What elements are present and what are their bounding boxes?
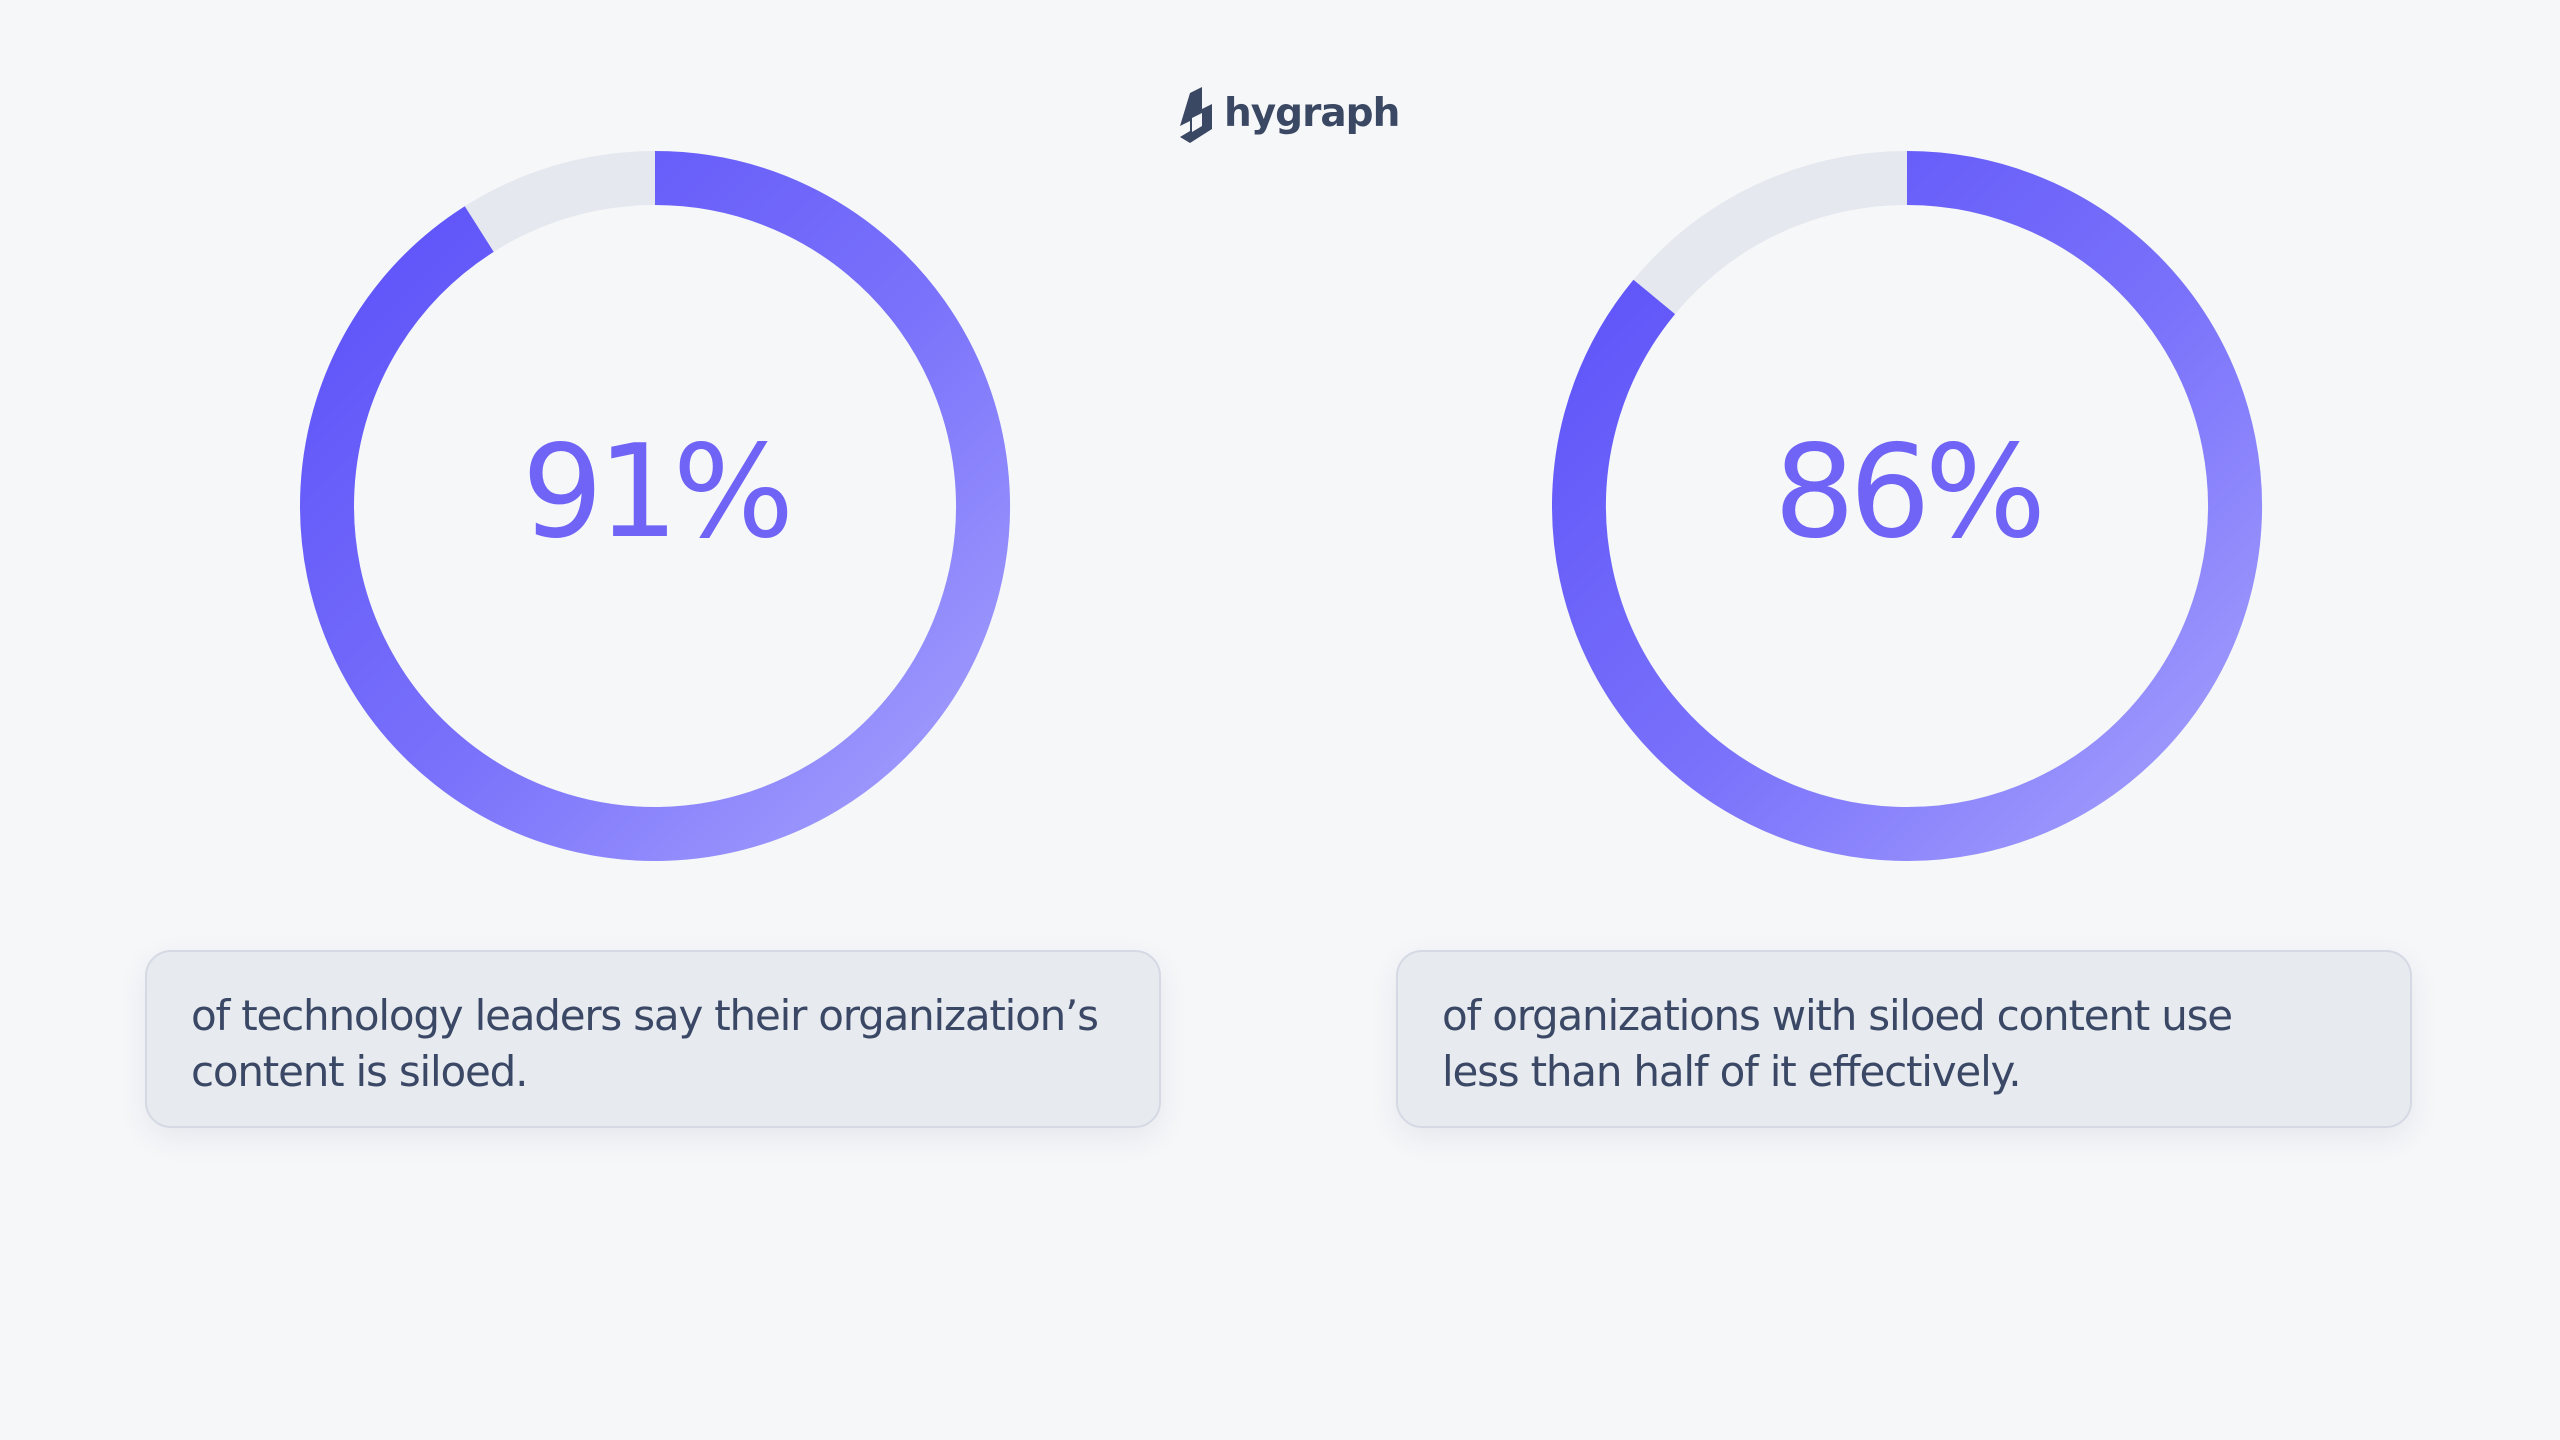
donut-chart-1: 91% bbox=[295, 146, 1015, 866]
donut-svg-1 bbox=[300, 151, 1010, 861]
donut-center-label-1: 91% bbox=[521, 417, 795, 567]
donut-chart-2: 86% bbox=[1547, 146, 2267, 866]
donut-svg-2 bbox=[1552, 151, 2262, 861]
brand-name: hygraph bbox=[1224, 90, 1400, 136]
caption-line: content is siloed. bbox=[191, 1047, 528, 1096]
donut-value-arc-1 bbox=[300, 151, 1010, 861]
donut-center-label-2: 86% bbox=[1773, 417, 2047, 567]
donut-value-arc-2 bbox=[1552, 151, 2262, 861]
stat-caption-card-2: of organizations with siloed content use… bbox=[1396, 950, 2412, 1128]
caption-line: of technology leaders say their organiza… bbox=[191, 991, 1099, 1040]
stat-caption-card-1: of technology leaders say their organiza… bbox=[145, 950, 1161, 1128]
caption-line: of organizations with siloed content use bbox=[1442, 991, 2233, 1040]
hygraph-logo-icon bbox=[1180, 87, 1212, 143]
hygraph-logo: hygraph bbox=[1178, 86, 1400, 146]
caption-line: less than half of it effectively. bbox=[1442, 1047, 2022, 1096]
